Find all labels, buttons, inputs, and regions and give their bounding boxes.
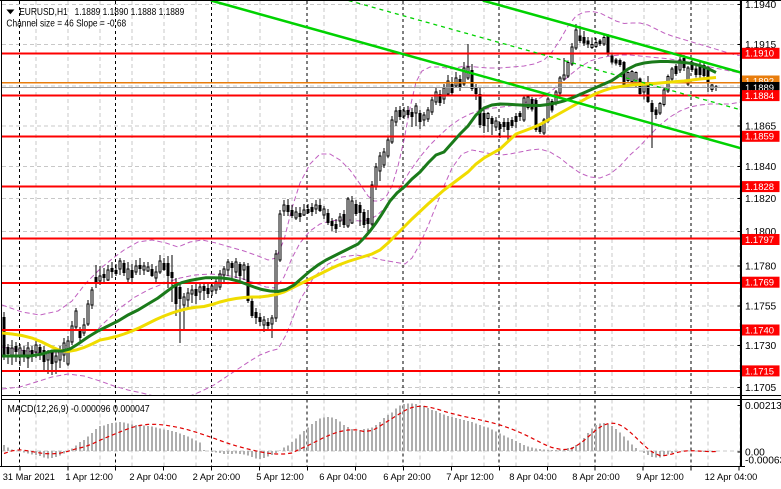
svg-text:1.1859: 1.1859 xyxy=(745,132,774,143)
svg-text:8 Apr 20:00: 8 Apr 20:00 xyxy=(572,472,620,482)
svg-text:1.1730: 1.1730 xyxy=(745,341,776,352)
svg-text:1.1828: 1.1828 xyxy=(745,182,774,193)
svg-text:1.1910: 1.1910 xyxy=(745,49,774,60)
svg-text:-0.000634: -0.000634 xyxy=(745,456,781,467)
svg-text:6 Apr 04:00: 6 Apr 04:00 xyxy=(319,472,367,482)
svg-text:7 Apr 12:00: 7 Apr 12:00 xyxy=(446,472,494,482)
svg-text:1.1715: 1.1715 xyxy=(745,366,774,377)
svg-text:1.1884: 1.1884 xyxy=(745,91,774,102)
svg-text:0.00213: 0.00213 xyxy=(745,401,781,412)
svg-text:1.1820: 1.1820 xyxy=(745,194,776,205)
svg-text:1.1769: 1.1769 xyxy=(745,278,774,289)
svg-text:2 Apr 04:00: 2 Apr 04:00 xyxy=(129,472,177,482)
svg-text:1.1840: 1.1840 xyxy=(745,162,776,173)
svg-text:Channel size = 46 Slope = -0.6: Channel size = 46 Slope = -0.68 xyxy=(6,18,126,29)
svg-text:1.1740: 1.1740 xyxy=(745,325,774,336)
svg-text:31 Mar 2021: 31 Mar 2021 xyxy=(3,472,55,482)
svg-text:2 Apr 20:00: 2 Apr 20:00 xyxy=(193,472,241,482)
svg-text:12 Apr 04:00: 12 Apr 04:00 xyxy=(705,472,758,482)
svg-text:0.00: 0.00 xyxy=(745,447,765,458)
svg-text:EURUSD,H1 1.1889 1.1890 1.18: EURUSD,H1 1.1889 1.1890 1.1888 1.1889 xyxy=(19,6,184,17)
svg-text:1.1705: 1.1705 xyxy=(745,383,776,394)
svg-text:1.1865: 1.1865 xyxy=(745,122,776,133)
svg-text:1.1780: 1.1780 xyxy=(745,262,776,273)
svg-text:1.1755: 1.1755 xyxy=(745,302,776,313)
svg-text:6 Apr 20:00: 6 Apr 20:00 xyxy=(383,472,431,482)
svg-text:1 Apr 12:00: 1 Apr 12:00 xyxy=(65,472,113,482)
svg-text:MACD(12,26,9) -0.000096 0.0000: MACD(12,26,9) -0.000096 0.000047 xyxy=(8,402,150,414)
svg-text:1.1940: 1.1940 xyxy=(745,0,776,11)
svg-text:1.1800: 1.1800 xyxy=(745,227,776,238)
svg-text:1.1797: 1.1797 xyxy=(745,235,774,246)
svg-text:1.1889: 1.1889 xyxy=(745,83,774,94)
svg-text:1.1915: 1.1915 xyxy=(745,40,776,51)
svg-text:9 Apr 12:00: 9 Apr 12:00 xyxy=(636,472,684,482)
svg-text:1.1892: 1.1892 xyxy=(745,76,774,87)
svg-text:8 Apr 04:00: 8 Apr 04:00 xyxy=(509,472,557,482)
svg-text:5 Apr 12:00: 5 Apr 12:00 xyxy=(256,472,304,482)
